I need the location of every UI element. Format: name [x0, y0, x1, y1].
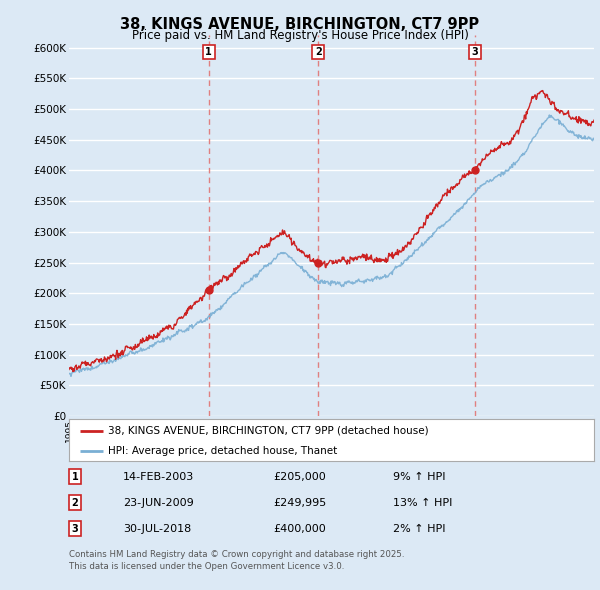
Text: 2: 2 — [71, 498, 79, 507]
Text: 1: 1 — [205, 47, 212, 57]
Text: 9% ↑ HPI: 9% ↑ HPI — [393, 472, 445, 481]
Text: 2% ↑ HPI: 2% ↑ HPI — [393, 524, 445, 533]
Text: 38, KINGS AVENUE, BIRCHINGTON, CT7 9PP (detached house): 38, KINGS AVENUE, BIRCHINGTON, CT7 9PP (… — [109, 426, 429, 436]
Text: 1: 1 — [71, 472, 79, 481]
Text: This data is licensed under the Open Government Licence v3.0.: This data is licensed under the Open Gov… — [69, 562, 344, 571]
Text: £205,000: £205,000 — [273, 472, 326, 481]
Text: £249,995: £249,995 — [273, 498, 326, 507]
Text: 30-JUL-2018: 30-JUL-2018 — [123, 524, 191, 533]
Text: 3: 3 — [472, 47, 478, 57]
Text: 3: 3 — [71, 524, 79, 533]
Text: 23-JUN-2009: 23-JUN-2009 — [123, 498, 194, 507]
Text: HPI: Average price, detached house, Thanet: HPI: Average price, detached house, Than… — [109, 446, 338, 455]
Text: Contains HM Land Registry data © Crown copyright and database right 2025.: Contains HM Land Registry data © Crown c… — [69, 550, 404, 559]
Text: 2: 2 — [315, 47, 322, 57]
Text: Price paid vs. HM Land Registry's House Price Index (HPI): Price paid vs. HM Land Registry's House … — [131, 30, 469, 42]
Text: 13% ↑ HPI: 13% ↑ HPI — [393, 498, 452, 507]
Text: £400,000: £400,000 — [273, 524, 326, 533]
Text: 14-FEB-2003: 14-FEB-2003 — [123, 472, 194, 481]
Text: 38, KINGS AVENUE, BIRCHINGTON, CT7 9PP: 38, KINGS AVENUE, BIRCHINGTON, CT7 9PP — [121, 17, 479, 31]
